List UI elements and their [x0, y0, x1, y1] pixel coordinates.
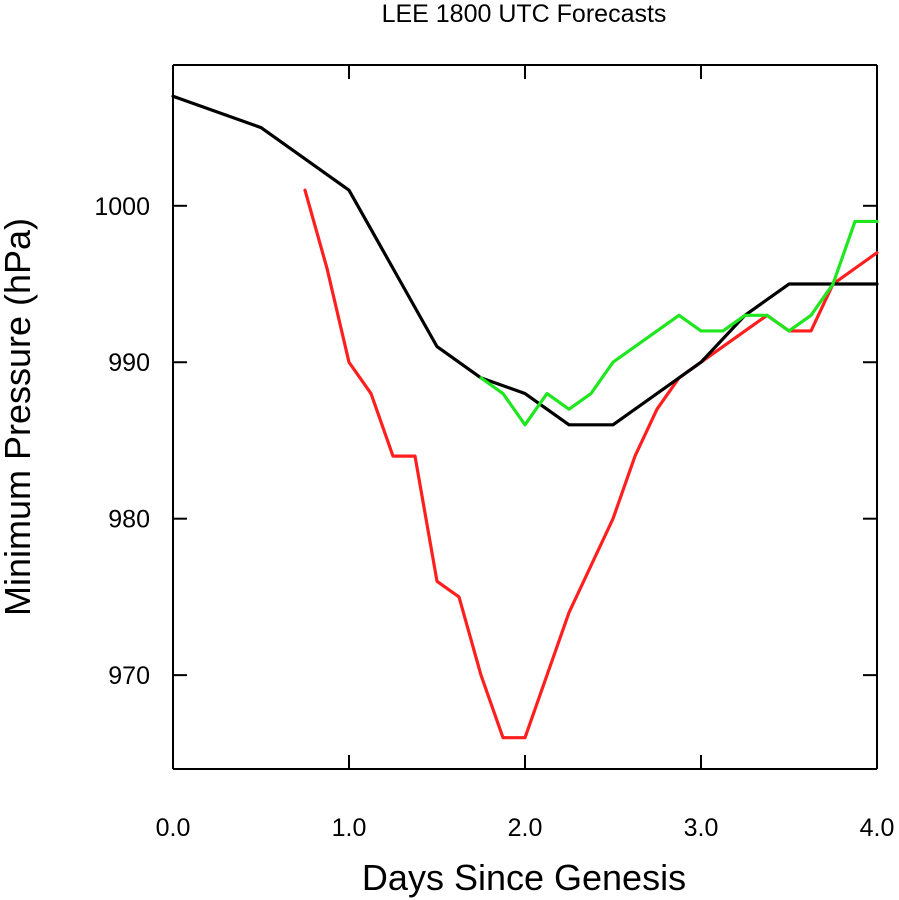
y-tick-label: 990: [108, 349, 150, 377]
x-tick-label: 0.0: [156, 814, 191, 842]
y-tick-label: 1000: [94, 193, 150, 221]
y-axis-label: Minimum Pressure (hPa): [0, 218, 38, 616]
series-group: [171, 94, 879, 740]
x-tick-label: 4.0: [860, 814, 895, 842]
series-line-2: [479, 219, 879, 427]
series-line-0: [171, 94, 879, 427]
y-tick-label: 970: [108, 662, 150, 690]
x-axis-label: Days Since Genesis: [362, 857, 686, 898]
tick-labels: 0.0 1.0 2.0 3.0 4.0 970 980 990 1000: [94, 193, 894, 842]
series-line-1: [303, 188, 879, 740]
axis-ticks: [172, 65, 878, 769]
x-tick-label: 2.0: [508, 814, 543, 842]
x-tick-label: 1.0: [332, 814, 367, 842]
chart-title: LEE 1800 UTC Forecasts: [382, 0, 667, 28]
y-tick-label: 980: [108, 506, 150, 534]
x-tick-label: 3.0: [684, 814, 719, 842]
plot-frame: [172, 64, 878, 770]
